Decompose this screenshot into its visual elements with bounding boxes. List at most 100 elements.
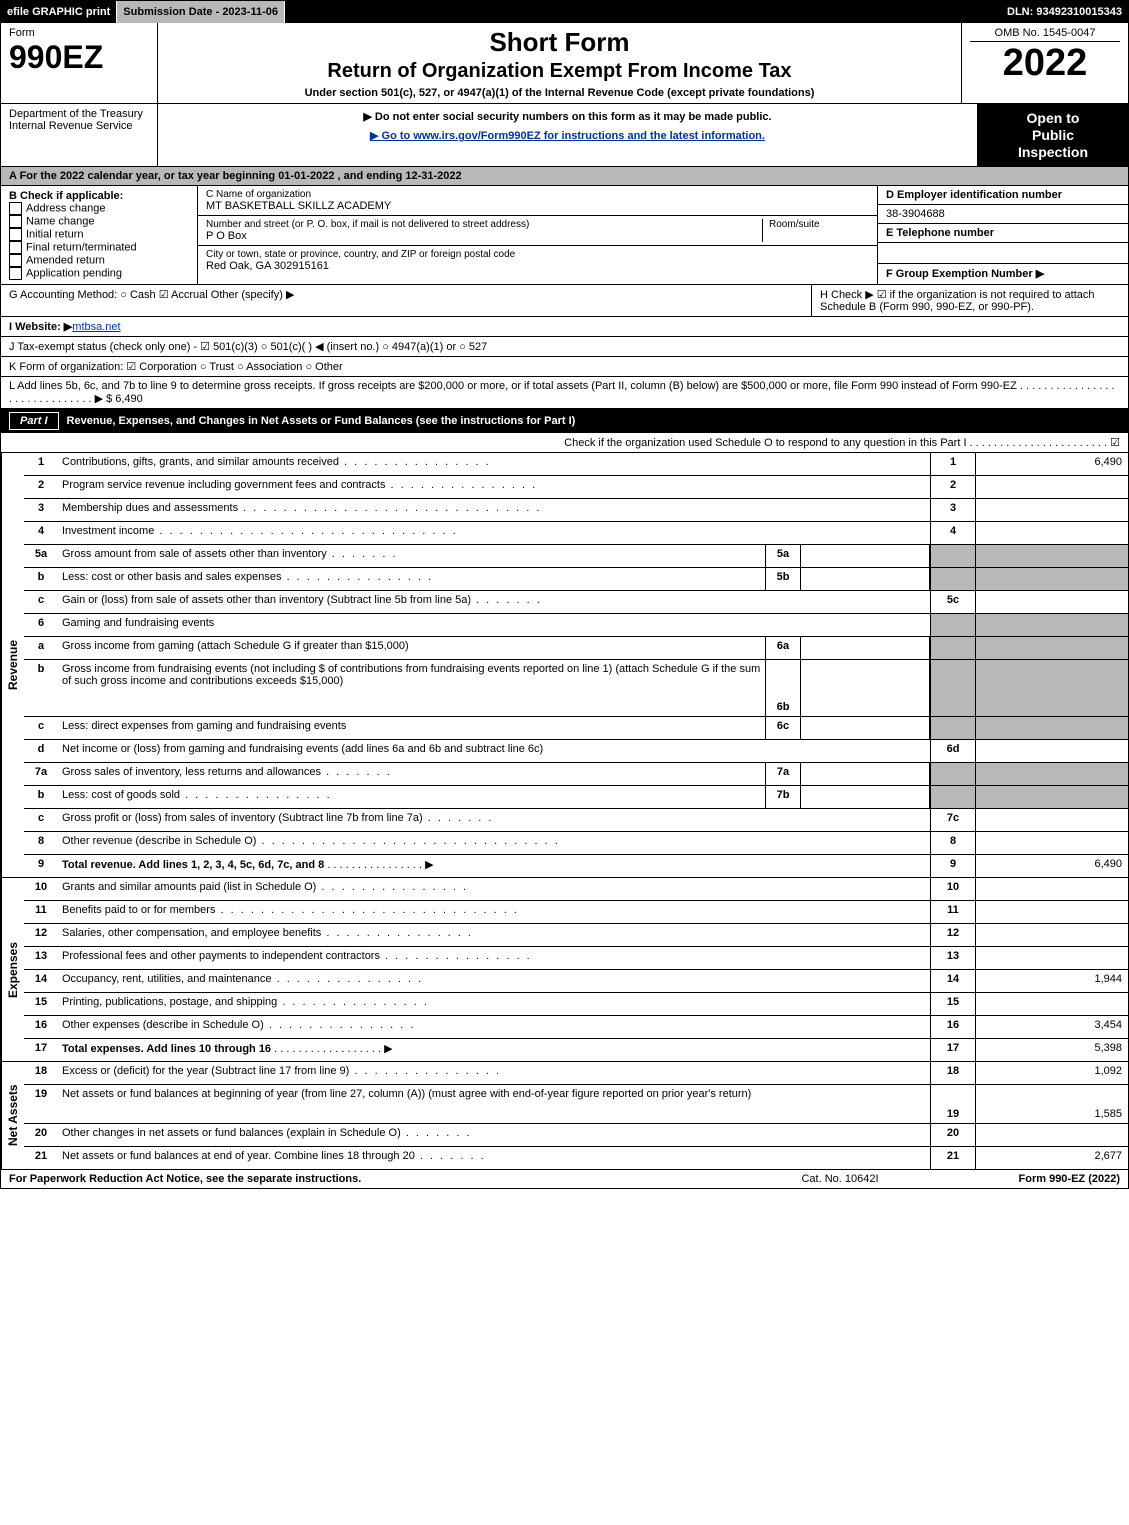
ln11-val <box>975 901 1128 923</box>
part-1-header: Part I Revenue, Expenses, and Changes in… <box>1 409 1128 433</box>
ln2-desc: Program service revenue including govern… <box>58 476 930 498</box>
ln5c-desc: Gain or (loss) from sale of assets other… <box>58 591 930 613</box>
chk-final-return[interactable] <box>9 241 22 254</box>
ln6b-midval <box>801 660 930 716</box>
ln2-rnum: 2 <box>930 476 975 498</box>
org-name-label: C Name of organization <box>206 189 869 200</box>
ln7b-rvalshade <box>975 786 1128 808</box>
ln17-bold: Total expenses. Add lines 10 through 16 <box>62 1043 271 1055</box>
ln1-num: 1 <box>24 453 58 475</box>
ln6d-num: d <box>24 740 58 762</box>
chk-application-pending[interactable] <box>9 267 22 280</box>
ln5c-rnum: 5c <box>930 591 975 613</box>
ln18-rnum: 18 <box>930 1062 975 1084</box>
ln16-rnum: 16 <box>930 1016 975 1038</box>
row-j-tax-exempt: J Tax-exempt status (check only one) - ☑… <box>1 337 1128 357</box>
ln4-val <box>975 522 1128 544</box>
chk-amended-return[interactable] <box>9 254 22 267</box>
row-k-organization: K Form of organization: ☑ Corporation ○ … <box>1 357 1128 377</box>
ln9-bold: Total revenue. Add lines 1, 2, 3, 4, 5c,… <box>62 859 324 871</box>
ln9-rnum: 9 <box>930 855 975 877</box>
street-value: P O Box <box>206 230 762 242</box>
ln10-val <box>975 878 1128 900</box>
revenue-section: Revenue 1Contributions, gifts, grants, a… <box>1 453 1128 878</box>
ln6a-desc: Gross income from gaming (attach Schedul… <box>58 637 765 659</box>
irs-label: Internal Revenue Service <box>9 120 133 132</box>
ln5a-mid: 5a <box>765 545 801 567</box>
ln7a-num: 7a <box>24 763 58 785</box>
ln8-rnum: 8 <box>930 832 975 854</box>
part-1-label: Part I <box>9 412 59 430</box>
ln20-rnum: 20 <box>930 1124 975 1146</box>
ln21-rnum: 21 <box>930 1147 975 1169</box>
ln6b-rshade <box>930 660 975 716</box>
ln20-val <box>975 1124 1128 1146</box>
ln17-num: 17 <box>24 1039 58 1061</box>
street-label: Number and street (or P. O. box, if mail… <box>206 219 762 230</box>
ln3-num: 3 <box>24 499 58 521</box>
lbl-name-change: Name change <box>26 216 95 228</box>
ln6c-desc: Less: direct expenses from gaming and fu… <box>58 717 765 739</box>
ln1-val: 6,490 <box>975 453 1128 475</box>
irs-link[interactable]: ▶ Go to www.irs.gov/Form990EZ for instru… <box>370 130 765 142</box>
ln11-num: 11 <box>24 901 58 923</box>
ln8-desc: Other revenue (describe in Schedule O) <box>58 832 930 854</box>
city-value: Red Oak, GA 302915161 <box>206 260 869 272</box>
row-g-accounting: G Accounting Method: ○ Cash ☑ Accrual Ot… <box>1 285 811 316</box>
ln5a-rvalshade <box>975 545 1128 567</box>
ln11-desc: Benefits paid to or for members <box>58 901 930 923</box>
ln18-num: 18 <box>24 1062 58 1084</box>
ln21-val: 2,677 <box>975 1147 1128 1169</box>
form-label: Form <box>9 27 149 39</box>
ln2-num: 2 <box>24 476 58 498</box>
ln5a-desc: Gross amount from sale of assets other t… <box>58 545 765 567</box>
ln6b-num: b <box>24 660 58 716</box>
net-assets-section: Net Assets 18Excess or (deficit) for the… <box>1 1062 1128 1169</box>
ln7a-rshade <box>930 763 975 785</box>
ln3-rnum: 3 <box>930 499 975 521</box>
ln6c-rvalshade <box>975 717 1128 739</box>
ln21-num: 21 <box>24 1147 58 1169</box>
lbl-initial-return: Initial return <box>26 229 83 241</box>
ln5b-mid: 5b <box>765 568 801 590</box>
ln7b-num: b <box>24 786 58 808</box>
ln17-val: 5,398 <box>975 1039 1128 1061</box>
ln7a-midval <box>801 763 930 785</box>
col-b-checkboxes: B Check if applicable: Address change Na… <box>1 186 198 284</box>
ln5a-midval <box>801 545 930 567</box>
ln5b-rvalshade <box>975 568 1128 590</box>
website-link[interactable]: mtbsa.net <box>72 321 120 333</box>
header-right: OMB No. 1545-0047 2022 <box>961 23 1128 103</box>
top-bar: efile GRAPHIC print Submission Date - 20… <box>1 1 1128 23</box>
ein-value: 38-3904688 <box>878 205 1128 224</box>
ln6c-rshade <box>930 717 975 739</box>
ln5a-num: 5a <box>24 545 58 567</box>
col-b-title: B Check if applicable: <box>9 190 189 202</box>
chk-initial-return[interactable] <box>9 228 22 241</box>
ln13-val <box>975 947 1128 969</box>
ln3-val <box>975 499 1128 521</box>
ln6b-desc: Gross income from fundraising events (no… <box>58 660 765 716</box>
ln4-desc: Investment income <box>58 522 930 544</box>
footer-form: Form 990-EZ (2022) <box>940 1173 1120 1185</box>
ln6-num: 6 <box>24 614 58 636</box>
chk-address-change[interactable] <box>9 202 22 215</box>
dept-label: Department of the Treasury <box>9 108 143 120</box>
ln10-rnum: 10 <box>930 878 975 900</box>
col-c-entity: C Name of organization MT BASKETBALL SKI… <box>198 186 877 284</box>
ln17-desc: Total expenses. Add lines 10 through 16 … <box>58 1039 930 1061</box>
ln7b-mid: 7b <box>765 786 801 808</box>
ln6c-midval <box>801 717 930 739</box>
form-number: 990EZ <box>9 39 149 76</box>
efile-print[interactable]: efile GRAPHIC print <box>1 1 117 23</box>
ln4-rnum: 4 <box>930 522 975 544</box>
chk-name-change[interactable] <box>9 215 22 228</box>
ln7b-desc: Less: cost of goods sold <box>58 786 765 808</box>
ln18-desc: Excess or (deficit) for the year (Subtra… <box>58 1062 930 1084</box>
ssn-warning: ▶ Do not enter social security numbers o… <box>164 110 971 123</box>
ln6d-desc: Net income or (loss) from gaming and fun… <box>58 740 930 762</box>
ln5b-rshade <box>930 568 975 590</box>
row-g-h: G Accounting Method: ○ Cash ☑ Accrual Ot… <box>1 285 1128 317</box>
ln2-val <box>975 476 1128 498</box>
ln19-val: 1,585 <box>975 1085 1128 1123</box>
